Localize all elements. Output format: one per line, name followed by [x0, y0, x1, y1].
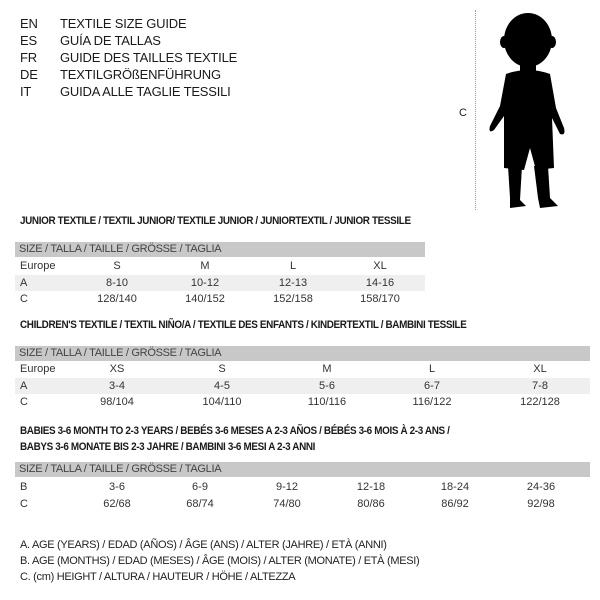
- babies-title-line2: BABYS 3-6 MONATE BIS 2-3 JAHRE / BAMBINI…: [20, 441, 316, 453]
- child-silhouette-icon: [489, 13, 565, 208]
- junior-table-row: A 8-10 10-12 12-13 14-16: [15, 274, 425, 291]
- table-cell: 116/122: [412, 396, 452, 408]
- table-cell: 4-5: [214, 379, 230, 392]
- table-cell: 14-16: [365, 276, 395, 289]
- table-cell: 86/92: [441, 497, 469, 510]
- table-cell: XL: [373, 260, 387, 272]
- lang-title: TEXTILE SIZE GUIDE: [60, 16, 187, 31]
- table-cell: S: [113, 260, 121, 272]
- table-cell: XS: [109, 363, 125, 375]
- table-cell: 9-12: [275, 481, 299, 493]
- table-cell: 110/116: [307, 396, 347, 408]
- children-size-header: SIZE / TALLA / TAILLE / GRÖSSE / TAGLIA: [15, 346, 590, 361]
- table-cell: 104/110: [202, 396, 242, 408]
- table-cell: 74/80: [273, 497, 301, 510]
- table-cell: XL: [533, 363, 547, 375]
- table-cell: 10-12: [190, 276, 220, 289]
- table-cell: 7-8: [532, 379, 548, 392]
- babies-size-header: SIZE / TALLA / TAILLE / GRÖSSE / TAGLIA: [15, 462, 590, 477]
- junior-table-row: Europe S M L XL: [15, 258, 425, 274]
- row-label: C: [20, 497, 28, 510]
- children-table-row: C 98/104 104/110 110/116 116/122 122/128: [15, 394, 590, 410]
- table-cell: M: [322, 363, 332, 375]
- row-label: C: [20, 396, 28, 408]
- table-cell: 158/170: [360, 293, 400, 305]
- row-label: A: [20, 276, 28, 289]
- table-cell: 12-18: [356, 481, 386, 493]
- table-cell: S: [218, 363, 226, 375]
- table-cell: 6-7: [424, 379, 440, 392]
- table-cell: 98/104: [100, 396, 134, 408]
- table-cell: 5-6: [319, 379, 335, 392]
- table-cell: 128/140: [97, 293, 137, 305]
- babies-table-row: B 3-6 6-9 9-12 12-18 18-24 24-36: [15, 479, 590, 495]
- children-title: CHILDREN'S TEXTILE / TEXTIL NIÑO/A / TEX…: [20, 319, 467, 331]
- babies-table-row: C 62/68 68/74 74/80 80/86 86/92 92/98: [15, 496, 590, 512]
- table-cell: 3-6: [109, 481, 125, 493]
- table-cell: 3-4: [109, 379, 125, 392]
- row-label: C: [20, 293, 28, 305]
- legend-a: A. AGE (YEARS) / EDAD (AÑOS) / ÂGE (ANS)…: [20, 539, 387, 551]
- lang-title: GUÍA DE TALLAS: [60, 33, 161, 48]
- lang-title: TEXTILGRÖßENFÜHRUNG: [60, 67, 221, 82]
- table-cell: L: [289, 260, 297, 272]
- junior-size-header: SIZE / TALLA / TAILLE / GRÖSSE / TAGLIA: [15, 242, 425, 257]
- row-label: Europe: [20, 363, 56, 375]
- table-cell: 92/98: [527, 497, 555, 510]
- legend-c: C. (cm) HEIGHT / ALTURA / HAUTEUR / HÖHE…: [20, 571, 296, 583]
- table-cell: M: [200, 260, 210, 272]
- table-cell: 24-36: [526, 481, 556, 493]
- lang-code: FR: [20, 50, 37, 65]
- table-cell: 18-24: [440, 481, 470, 493]
- lang-code: EN: [20, 16, 38, 31]
- table-cell: 12-13: [278, 276, 308, 289]
- table-cell: 152/158: [273, 293, 313, 305]
- row-label: A: [20, 379, 28, 392]
- row-label: B: [20, 481, 28, 493]
- table-cell: 68/74: [186, 497, 214, 510]
- junior-title: JUNIOR TEXTILE / TEXTIL JUNIOR/ TEXTILE …: [20, 215, 411, 227]
- lang-title: GUIDA ALLE TAGLIE TESSILI: [60, 84, 231, 99]
- table-cell: L: [428, 363, 436, 375]
- table-cell: 140/152: [185, 293, 225, 305]
- table-cell: 8-10: [105, 276, 129, 289]
- legend-b: B. AGE (MONTHS) / EDAD (MESES) / ÂGE (MO…: [20, 555, 420, 567]
- lang-code: IT: [20, 84, 32, 99]
- table-cell: 122/128: [520, 396, 560, 408]
- lang-title: GUIDE DES TAILLES TEXTILE: [60, 50, 238, 65]
- children-table-row: Europe XS S M L XL: [15, 361, 590, 377]
- height-label: C: [459, 107, 467, 119]
- height-line: [475, 10, 477, 210]
- row-label: Europe: [20, 260, 56, 272]
- lang-code: ES: [20, 33, 37, 48]
- babies-title-line1: BABIES 3-6 MONTH TO 2-3 YEARS / BEBÉS 3-…: [20, 425, 450, 437]
- table-cell: 80/86: [357, 497, 385, 510]
- table-cell: 62/68: [103, 497, 131, 510]
- children-table-row: A 3-4 4-5 5-6 6-7 7-8: [15, 377, 590, 394]
- lang-code: DE: [20, 67, 38, 82]
- table-cell: 6-9: [192, 481, 208, 493]
- junior-table-row: C 128/140 140/152 152/158 158/170: [15, 291, 425, 307]
